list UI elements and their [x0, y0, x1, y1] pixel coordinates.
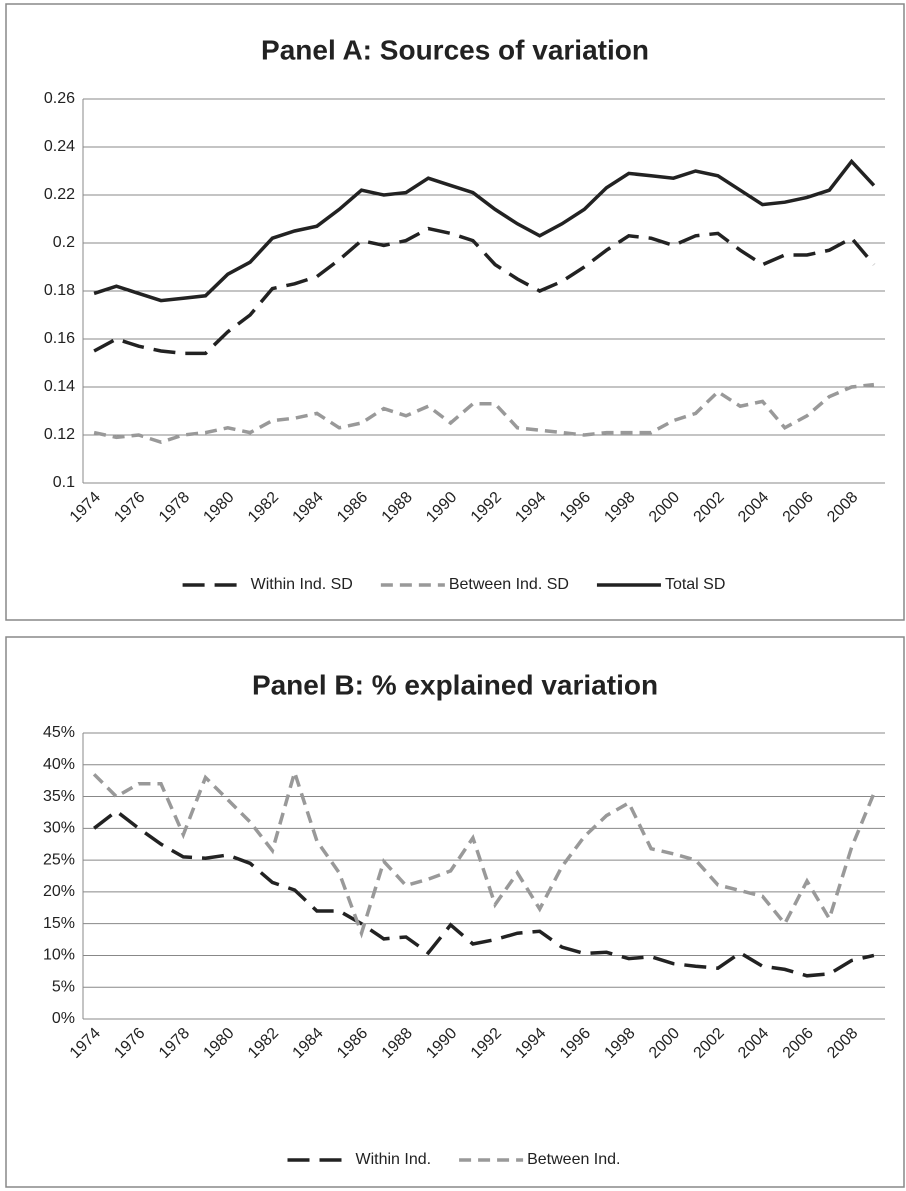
chart-title: Panel A: Sources of variation	[261, 34, 649, 65]
x-tick-label: 1998	[601, 489, 638, 526]
x-tick-label: 1990	[423, 1025, 460, 1062]
y-tick-label: 25%	[43, 851, 75, 868]
x-tick-label: 1996	[557, 489, 594, 526]
x-tick-label: 1982	[245, 1025, 282, 1062]
x-tick-label: 1976	[111, 1025, 148, 1062]
x-tick-label: 2006	[780, 489, 817, 526]
legend-label: Between Ind.	[527, 1151, 620, 1168]
y-tick-label: 20%	[43, 883, 75, 900]
x-tick-label: 2000	[646, 489, 683, 526]
y-tick-label: 0.14	[44, 378, 75, 395]
legend-label: Within Ind.	[356, 1151, 432, 1168]
x-tick-label: 1992	[468, 489, 505, 526]
x-tick-label: 1998	[601, 1025, 638, 1062]
x-tick-label: 1986	[334, 1025, 371, 1062]
panel-frame	[5, 3, 905, 621]
y-tick-label: 0.22	[44, 186, 75, 203]
x-tick-label: 1990	[423, 489, 460, 526]
y-tick-label: 0%	[52, 1010, 75, 1027]
x-tick-label: 2002	[691, 1025, 728, 1062]
x-tick-label: 1986	[334, 489, 371, 526]
x-tick-label: 1980	[200, 489, 237, 526]
x-tick-label: 1978	[156, 1025, 193, 1062]
y-tick-label: 0.1	[53, 474, 75, 491]
y-tick-label: 15%	[43, 915, 75, 932]
x-tick-label: 2002	[691, 489, 728, 526]
panel-frame	[5, 636, 905, 1188]
x-tick-label: 2004	[735, 1025, 772, 1062]
x-tick-label: 1980	[200, 1025, 237, 1062]
y-tick-label: 40%	[43, 756, 75, 773]
data-line	[93, 226, 876, 356]
x-tick-label: 2000	[646, 1025, 683, 1062]
x-tick-label: 1994	[512, 1025, 549, 1062]
y-tick-label: 0.16	[44, 330, 75, 347]
x-tick-label: 1988	[379, 489, 416, 526]
chart-title: Panel B: % explained variation	[252, 669, 658, 700]
x-tick-label: 1974	[67, 489, 104, 526]
y-tick-label: 0.18	[44, 282, 75, 299]
x-tick-label: 2008	[824, 1025, 861, 1062]
x-tick-label: 1976	[111, 489, 148, 526]
x-tick-label: 1982	[245, 489, 282, 526]
x-tick-label: 2006	[780, 1025, 817, 1062]
legend-label: Within Ind. SD	[251, 576, 353, 593]
y-tick-label: 0.26	[44, 90, 75, 107]
x-tick-label: 1996	[557, 1025, 594, 1062]
x-tick-label: 1978	[156, 489, 193, 526]
data-line	[93, 808, 875, 978]
y-tick-label: 45%	[43, 724, 75, 741]
data-line	[93, 158, 876, 303]
legend-label: Total SD	[665, 576, 725, 593]
y-tick-label: 0.12	[44, 426, 75, 443]
y-tick-label: 30%	[43, 820, 75, 837]
legend-label: Between Ind. SD	[449, 576, 569, 593]
y-tick-label: 0.2	[53, 234, 75, 251]
x-tick-label: 2004	[735, 489, 772, 526]
y-tick-label: 10%	[43, 947, 75, 964]
x-tick-label: 1974	[67, 1025, 104, 1062]
x-tick-label: 1988	[379, 1025, 416, 1062]
x-tick-label: 2008	[824, 489, 861, 526]
data-line	[92, 766, 876, 939]
y-tick-label: 0.24	[44, 138, 75, 155]
x-tick-label: 1994	[512, 489, 549, 526]
data-line	[93, 382, 875, 445]
y-tick-label: 35%	[43, 788, 75, 805]
x-tick-label: 1984	[290, 1025, 327, 1062]
x-tick-label: 1984	[290, 489, 327, 526]
x-tick-label: 1992	[468, 1025, 505, 1062]
y-tick-label: 5%	[52, 978, 75, 995]
